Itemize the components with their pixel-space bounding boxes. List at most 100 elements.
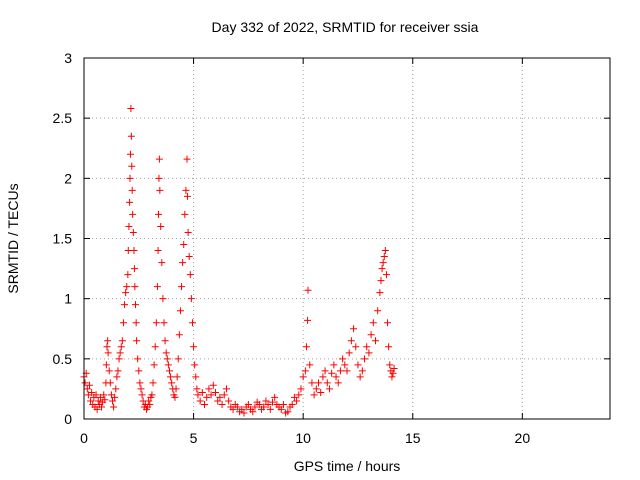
data-point [133, 337, 141, 345]
data-point [131, 283, 139, 291]
data-point [179, 259, 187, 267]
data-point [104, 337, 112, 345]
data-point [382, 271, 390, 279]
data-point [277, 405, 285, 413]
data-point [336, 367, 344, 375]
data-point [136, 379, 144, 387]
data-point [155, 210, 163, 218]
y-tick-label: 3 [64, 50, 72, 66]
data-point [321, 367, 329, 375]
data-point [220, 391, 228, 399]
y-axis-label: SRMTID / TECUs [5, 183, 21, 293]
data-point [385, 343, 393, 351]
data-point [174, 355, 182, 363]
data-point [212, 389, 219, 397]
data-point [130, 247, 138, 255]
data-point [124, 271, 132, 279]
data-point [119, 319, 127, 327]
data-point [184, 228, 192, 236]
data-point [251, 403, 259, 411]
y-tick-label: 2 [64, 170, 72, 186]
data-point [304, 286, 312, 294]
data-point [103, 343, 111, 351]
data-point [160, 319, 168, 327]
data-point [101, 396, 109, 404]
data-point [209, 381, 217, 389]
data-point [126, 174, 134, 182]
x-tick-label: 5 [190, 430, 198, 446]
data-point [284, 408, 292, 416]
data-point [92, 391, 100, 399]
data-point [181, 210, 189, 218]
data-point [161, 337, 169, 345]
y-tick-label: 0 [64, 411, 72, 427]
data-point [330, 361, 338, 369]
data-point [106, 379, 114, 387]
grid-lines [84, 58, 610, 419]
data-point [290, 393, 298, 401]
data-point [88, 389, 96, 397]
data-point [173, 373, 181, 381]
data-points [80, 105, 398, 417]
data-point [308, 379, 316, 387]
y-tick-label: 0.5 [53, 351, 73, 367]
data-point [180, 241, 188, 249]
data-point [172, 385, 180, 393]
data-point [121, 301, 129, 309]
tick-labels: 0 0.5 1 1.5 2 2.5 3 0 5 10 15 20 [53, 50, 531, 446]
data-point [310, 391, 318, 399]
data-point [151, 343, 159, 351]
data-point [201, 401, 209, 409]
data-point [380, 253, 388, 261]
x-tick-label: 20 [515, 430, 531, 446]
data-point [356, 373, 364, 381]
axis-ticks [83, 57, 610, 420]
data-point [130, 265, 138, 273]
data-point [98, 403, 106, 411]
data-point [369, 319, 377, 327]
data-point [157, 222, 165, 230]
data-point [306, 361, 314, 369]
data-point [85, 381, 93, 389]
data-point [198, 389, 206, 397]
data-point [125, 222, 133, 230]
data-point [159, 295, 167, 303]
data-point [341, 361, 349, 369]
data-point [377, 277, 385, 285]
data-point [108, 397, 116, 405]
data-point [240, 409, 248, 417]
data-point [367, 331, 375, 339]
data-point [185, 253, 193, 261]
data-point [126, 150, 134, 158]
data-point [388, 373, 396, 381]
data-point [328, 369, 336, 377]
data-point [352, 343, 360, 351]
data-point [81, 379, 89, 387]
y-tick-label: 2.5 [53, 110, 73, 126]
data-point [118, 337, 126, 345]
data-point [260, 403, 268, 411]
data-point [132, 319, 140, 327]
data-point [218, 401, 226, 409]
data-point [110, 403, 118, 411]
data-point [191, 361, 199, 369]
data-point [134, 355, 142, 363]
y-tick-label: 1.5 [53, 231, 73, 247]
data-point [203, 393, 211, 401]
data-point [339, 355, 347, 363]
data-point [334, 379, 342, 387]
data-point [244, 401, 252, 409]
data-point [312, 385, 320, 393]
data-point [389, 369, 397, 377]
data-point [238, 405, 246, 413]
data-point [205, 385, 213, 393]
data-point [343, 367, 351, 375]
data-point [386, 361, 394, 369]
data-point [358, 367, 366, 375]
data-point [301, 367, 309, 375]
data-point [155, 155, 163, 163]
data-point [187, 295, 195, 303]
data-point [165, 367, 173, 375]
data-point [163, 355, 171, 363]
data-point [102, 361, 110, 369]
